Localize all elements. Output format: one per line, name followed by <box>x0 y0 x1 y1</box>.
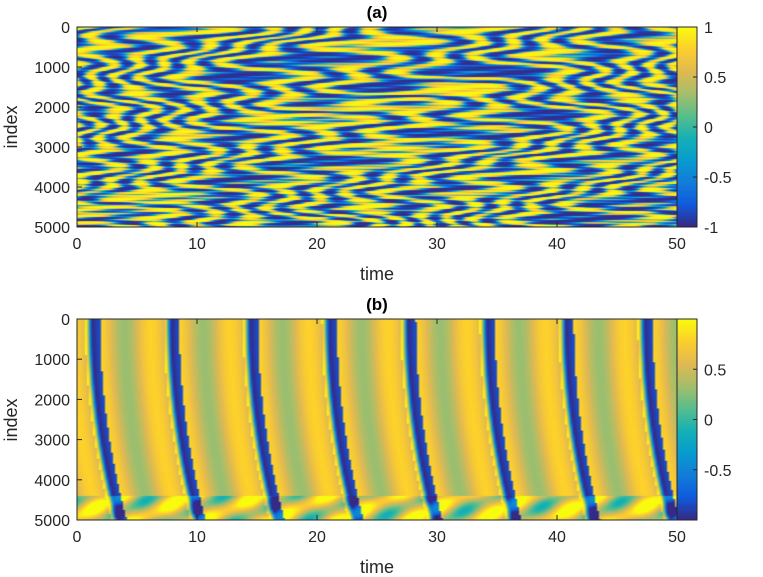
panel-a-title: (a) <box>367 3 388 22</box>
colorbar-a <box>677 27 697 227</box>
y-tick-label: 3000 <box>34 433 70 450</box>
x-axis-label-a: time <box>360 264 394 284</box>
y-tick-label: 0 <box>61 20 70 37</box>
y-tick-label: 5000 <box>34 220 70 237</box>
colorbar-ticks-a: 1 0.5 0 -0.5 -1 <box>693 20 732 237</box>
colorbar-ticks-b: 0.5 0 -0.5 <box>693 362 732 480</box>
colorbar-tick-label: 0 <box>704 120 713 137</box>
x-tick-label: 20 <box>308 236 326 253</box>
x-tick-label: 20 <box>308 529 326 546</box>
colorbar-tick-label: 1 <box>704 20 713 37</box>
heatmap-a <box>77 27 677 227</box>
colorbar-tick-label: -0.5 <box>704 170 732 187</box>
y-tick-label: 2000 <box>34 100 70 117</box>
y-ticks-a: 0 1000 2000 3000 4000 5000 <box>34 20 82 237</box>
x-axis-label-b: time <box>360 557 394 577</box>
x-tick-label: 10 <box>188 529 206 546</box>
y-tick-label: 4000 <box>34 180 70 197</box>
x-tick-label: 0 <box>73 236 82 253</box>
x-tick-label: 0 <box>73 529 82 546</box>
x-tick-label: 50 <box>668 529 686 546</box>
y-axis-label-b: index <box>1 398 21 441</box>
colorbar-tick-label: -1 <box>704 220 718 237</box>
x-ticks-a: 0 10 20 30 40 50 <box>73 27 686 253</box>
panel-b: (b) 0 10 20 30 40 50 0 1000 2000 3000 4000 5000 ti… <box>1 295 732 577</box>
x-ticks-b: 0 10 20 30 40 50 <box>73 319 686 546</box>
y-tick-label: 3000 <box>34 140 70 157</box>
colorbar-tick-label: 0 <box>704 413 713 430</box>
y-axis-label-a: index <box>1 105 21 148</box>
x-tick-label: 50 <box>668 236 686 253</box>
y-tick-label: 5000 <box>34 513 70 530</box>
y-tick-label: 4000 <box>34 473 70 490</box>
heatmap-b <box>77 319 677 520</box>
x-tick-label: 10 <box>188 236 206 253</box>
colorbar-tick-label: 0.5 <box>704 70 726 87</box>
colorbar-b <box>677 319 697 520</box>
colorbar-tick-label: 0.5 <box>704 362 726 379</box>
y-tick-label: 1000 <box>34 352 70 369</box>
x-tick-label: 40 <box>548 236 566 253</box>
y-ticks-b: 0 1000 2000 3000 4000 5000 <box>34 312 82 530</box>
x-tick-label: 30 <box>428 236 446 253</box>
y-tick-label: 1000 <box>34 60 70 77</box>
x-tick-label: 30 <box>428 529 446 546</box>
x-tick-label: 40 <box>548 529 566 546</box>
y-tick-label: 0 <box>61 312 70 329</box>
panel-b-title: (b) <box>366 295 388 314</box>
y-tick-label: 2000 <box>34 392 70 409</box>
colorbar-tick-label: -0.5 <box>704 463 732 480</box>
